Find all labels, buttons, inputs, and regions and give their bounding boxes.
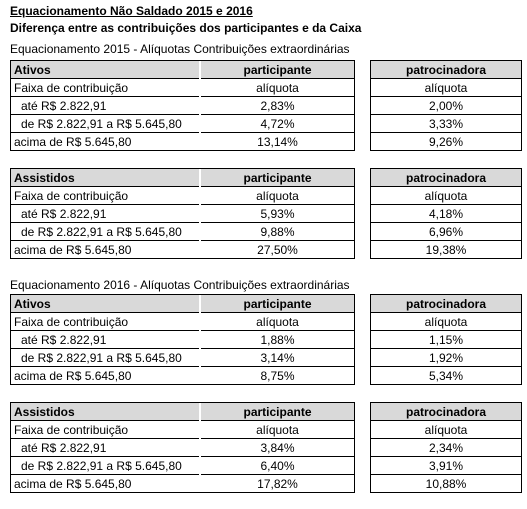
table-cell: 5,34% <box>428 369 464 383</box>
table-cell: de R$ 2.822,91 a R$ 5.645,80 <box>11 349 199 367</box>
table-right-box <box>370 168 522 259</box>
column-header: Ativos <box>11 295 199 313</box>
table-cell: 9,88% <box>201 223 354 241</box>
table-cell: alíquota <box>371 79 521 97</box>
table-cell: até R$ 2.822,91 <box>11 205 199 223</box>
table-cell: de R$ 2.822,91 a R$ 5.645,80 <box>11 115 199 133</box>
table-cell: acima de R$ 5.645,80 <box>14 243 132 257</box>
column-header: patrocinadora <box>371 169 521 187</box>
table-cell: 1,92% <box>371 349 521 367</box>
table-cell: 6,40% <box>201 457 354 475</box>
column-header: Assistidos <box>11 403 199 421</box>
table-cell: Faixa de contribuição <box>11 313 199 331</box>
table-cell: acima de R$ 5.645,80 <box>14 477 132 491</box>
table-cell: 1,88% <box>201 331 354 349</box>
table-cell: alíquota <box>201 79 354 97</box>
table-cell: 9,26% <box>428 135 464 149</box>
table-cell: de R$ 2.822,91 a R$ 5.645,80 <box>11 223 199 241</box>
table-cell: 2,83% <box>201 97 354 115</box>
table-cell: 5,93% <box>201 205 354 223</box>
table-cell: alíquota <box>201 187 354 205</box>
table-cell: alíquota <box>371 187 521 205</box>
column-header: patrocinadora <box>371 61 521 79</box>
table-cell: 10,88% <box>425 477 467 491</box>
table-cell: 6,96% <box>371 223 521 241</box>
title: Equacionamento Não Saldado 2015 e 2016 <box>10 4 253 18</box>
table-right-box <box>370 60 522 151</box>
column-header: participante <box>201 61 354 79</box>
table-cell: 8,75% <box>260 369 295 383</box>
table-cell: alíquota <box>201 421 354 439</box>
section-title: Equacionamento 2016 - Alíquotas Contribu… <box>10 278 350 292</box>
table-cell: 1,15% <box>371 331 521 349</box>
table-cell: 4,72% <box>201 115 354 133</box>
subtitle: Diferença entre as contribuições dos par… <box>10 21 362 35</box>
table-right-box <box>370 294 522 385</box>
table-cell: Faixa de contribuição <box>11 187 199 205</box>
table-left-box <box>10 402 355 493</box>
column-header: Assistidos <box>11 169 199 187</box>
column-header: Ativos <box>11 61 199 79</box>
table-cell: 3,91% <box>371 457 521 475</box>
table-cell: até R$ 2.822,91 <box>11 97 199 115</box>
table-cell: 17,82% <box>257 477 298 491</box>
table-cell: 2,34% <box>371 439 521 457</box>
table-cell: até R$ 2.822,91 <box>11 439 199 457</box>
table-cell: Faixa de contribuição <box>11 79 199 97</box>
table-left-box <box>10 294 355 385</box>
table-cell: 27,50% <box>257 243 298 257</box>
table-cell: 4,18% <box>371 205 521 223</box>
table-left-box <box>10 168 355 259</box>
table-cell: Faixa de contribuição <box>11 421 199 439</box>
section-title: Equacionamento 2015 - Alíquotas Contribu… <box>10 42 350 56</box>
column-header: participante <box>201 403 354 421</box>
column-header: participante <box>201 169 354 187</box>
table-cell: alíquota <box>371 313 521 331</box>
table-cell: de R$ 2.822,91 a R$ 5.645,80 <box>11 457 199 475</box>
table-left-box <box>10 60 355 151</box>
column-header: patrocinadora <box>371 403 521 421</box>
table-cell: 13,14% <box>257 135 298 149</box>
table-cell: 2,00% <box>371 97 521 115</box>
table-cell: 3,14% <box>201 349 354 367</box>
table-cell: 19,38% <box>425 243 467 257</box>
table-right-box <box>370 402 522 493</box>
table-cell: 3,84% <box>201 439 354 457</box>
table-cell: alíquota <box>201 313 354 331</box>
table-cell: acima de R$ 5.645,80 <box>14 135 132 149</box>
table-cell: acima de R$ 5.645,80 <box>14 369 132 383</box>
table-cell: 3,33% <box>371 115 521 133</box>
column-header: participante <box>201 295 354 313</box>
table-cell: até R$ 2.822,91 <box>11 331 199 349</box>
column-header: patrocinadora <box>371 295 521 313</box>
table-cell: alíquota <box>371 421 521 439</box>
